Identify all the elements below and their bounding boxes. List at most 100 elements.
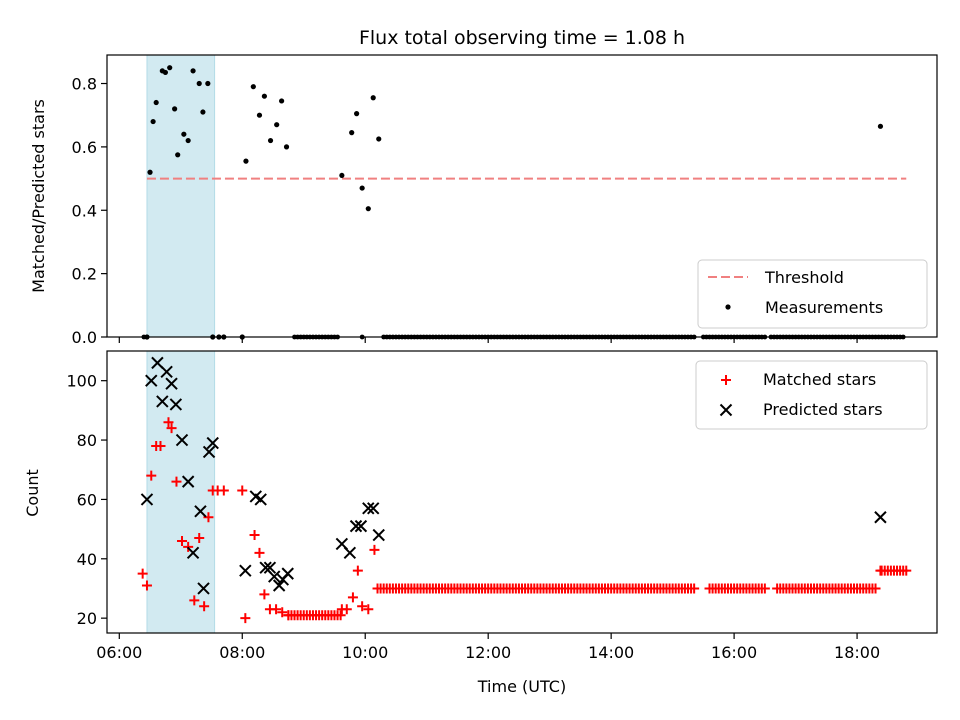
chart-title: Flux total observing time = 1.08 h: [359, 27, 685, 49]
predicted-star-point: [263, 561, 277, 574]
x-tick-label: 10:00: [342, 643, 388, 662]
predicted-star-point: [268, 570, 281, 583]
top-y-tick-label: 0.6: [72, 138, 97, 157]
measurement-point: [200, 109, 206, 115]
x-tick-label: 18:00: [834, 643, 880, 662]
matched-star-point: [141, 580, 152, 591]
bottom-y-tick-label: 80: [77, 431, 97, 450]
predicted-star-point: [362, 502, 375, 515]
matched-star-point: [194, 533, 205, 544]
measurement-point: [339, 172, 345, 179]
predicted-star-point: [719, 403, 733, 417]
bottom-plot-area: 06:00 08:00 10:00 12:00 14:00 16:00 18:00 20 40 6…: [66, 350, 938, 662]
top-y-tick-label: 0.8: [72, 75, 97, 94]
measurement-point: [181, 131, 187, 137]
predicted-star-point: [343, 546, 357, 560]
matched-star-point: [199, 601, 210, 612]
measurement-point: [877, 123, 884, 129]
bottom-y-tick-label: 40: [77, 550, 97, 569]
predicted-star-point: [186, 546, 200, 560]
measurement-point: [172, 106, 178, 112]
measurement-point: [279, 98, 285, 104]
measurement-point: [274, 122, 280, 128]
bottom-axes-frame: [106, 350, 938, 634]
predicted-star-point: [372, 528, 385, 542]
x-tick-label: 12:00: [465, 643, 511, 662]
matched-star-point: [218, 485, 229, 496]
measurement-point: [243, 158, 249, 164]
matched-star-point: [363, 604, 374, 615]
predicted-star-point: [206, 436, 219, 450]
matched-star-point: [271, 604, 282, 615]
bottom-y-tick-label: 60: [77, 490, 97, 509]
matched-star-point: [163, 417, 174, 428]
bottom-y-tick-label: 100: [66, 372, 97, 391]
x-tick-label: 06:00: [96, 643, 142, 662]
matched-star-point: [352, 565, 363, 576]
matched-star-point: [335, 610, 346, 621]
legend-threshold-label: Threshold: [764, 268, 844, 287]
top-legend: Threshold Measurements: [697, 259, 928, 329]
bottom-y-axis-label: Count: [23, 469, 42, 517]
measurement-point: [376, 136, 382, 142]
predicted-star-point: [175, 433, 189, 447]
top-legend-box: [697, 259, 928, 329]
matched-star-point: [254, 547, 265, 558]
matched-star-point: [901, 565, 912, 576]
measurement-point: [153, 99, 159, 106]
measurement-point: [261, 93, 267, 99]
measurement-point: [283, 144, 290, 150]
predicted-star-point: [874, 511, 887, 524]
matched-star-point: [721, 375, 731, 385]
matched-star-point: [249, 530, 260, 541]
predicted-star-point: [349, 519, 363, 533]
measurement-point: [365, 206, 371, 212]
legend-matched-label: Matched stars: [763, 370, 876, 389]
measurement-point: [354, 111, 360, 117]
bottom-legend-box: [695, 360, 928, 430]
matched-star-point: [347, 592, 358, 603]
predicted-star-point: [145, 374, 158, 387]
predicted-star-point: [194, 505, 207, 518]
measurement-point: [185, 137, 191, 144]
legend-measurements-label: Measurements: [765, 298, 883, 317]
measurement-point: [147, 169, 153, 175]
matched-star-point: [155, 440, 166, 451]
top-plot-area: 0.0 0.2 0.4 0.6 0.8 Threshold Measurements: [72, 54, 938, 347]
measurement-point: [205, 80, 211, 87]
measurement-point: [150, 118, 156, 125]
predicted-star-point: [254, 493, 267, 506]
x-axis-label: Time (UTC): [477, 677, 566, 696]
predicted-star-point: [202, 445, 216, 459]
predicted-star-point: [140, 493, 154, 506]
matched-star-point: [171, 476, 182, 487]
matched-star-point: [870, 583, 881, 594]
measurement-point: [359, 185, 365, 191]
measurement-point: [175, 152, 181, 158]
legend-predicted-label: Predicted stars: [763, 400, 883, 419]
measurement-point: [190, 68, 196, 74]
top-axes-frame: [106, 54, 938, 338]
top-y-tick-label: 0.2: [72, 265, 97, 284]
matched-star-point: [137, 568, 148, 579]
matched-star-point: [146, 470, 157, 481]
predicted-star-point: [156, 395, 169, 408]
x-tick-label: 08:00: [219, 643, 265, 662]
top-y-tick-label: 0.0: [72, 328, 97, 347]
bottom-legend: Matched stars Predicted stars: [695, 360, 928, 430]
matched-star-point: [240, 613, 251, 624]
measurement-point: [267, 137, 274, 144]
x-tick-label: 14:00: [588, 643, 634, 662]
bottom-y-tick-label: 20: [77, 609, 97, 628]
matched-star-point: [341, 604, 352, 615]
predicted-star-point: [169, 398, 183, 411]
matched-star-point: [259, 589, 270, 600]
predicted-star-point: [160, 365, 173, 378]
measurement-point: [162, 69, 169, 76]
matched-star-point: [357, 601, 368, 612]
top-y-tick-label: 0.4: [72, 201, 97, 220]
matched-star-point: [369, 544, 380, 555]
predicted-star-point: [197, 582, 210, 595]
matched-star-point: [189, 595, 200, 606]
